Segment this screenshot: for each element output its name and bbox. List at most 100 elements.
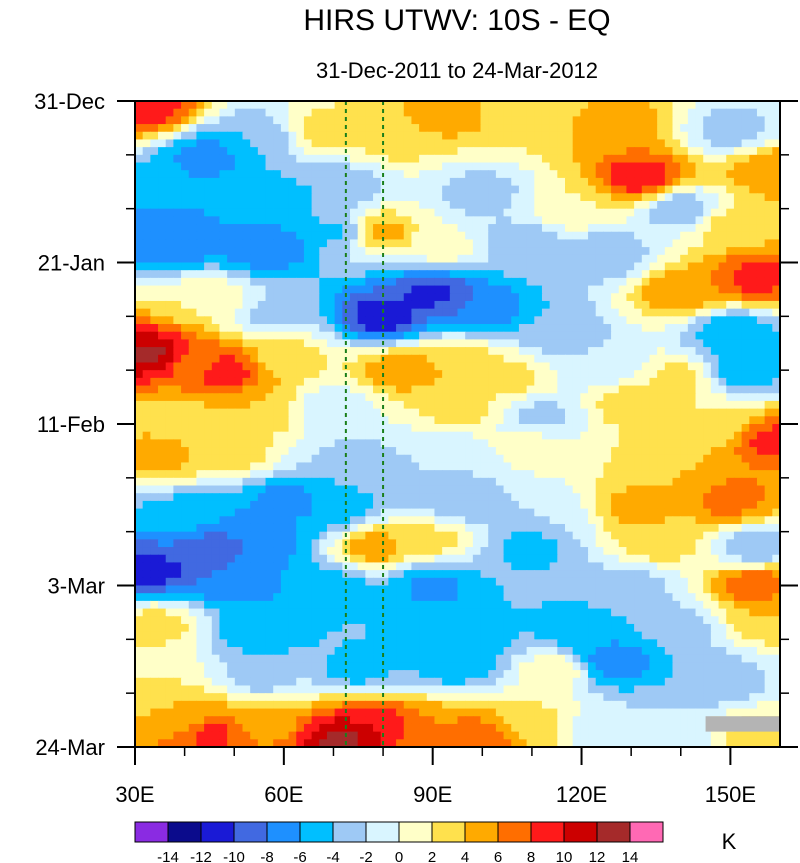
heatmap-cell <box>242 324 251 333</box>
heatmap-cell <box>173 462 182 471</box>
heatmap-cell <box>188 131 198 141</box>
heatmap-cell <box>749 539 758 548</box>
heatmap-cell <box>196 370 205 379</box>
heatmap-cell <box>588 316 597 325</box>
heatmap-cell <box>135 216 144 225</box>
heatmap-cell <box>495 177 505 187</box>
heatmap-cell <box>572 354 581 364</box>
heatmap-cell <box>142 185 151 194</box>
heatmap-cell <box>373 424 382 433</box>
heatmap-cell <box>296 324 305 333</box>
heatmap-cell <box>588 485 597 494</box>
heatmap-cell <box>442 131 451 141</box>
heatmap-cell <box>595 539 604 548</box>
heatmap-cell <box>511 254 520 264</box>
heatmap-cell <box>703 162 712 171</box>
heatmap-cell <box>173 262 182 271</box>
heatmap-cell <box>756 200 766 210</box>
heatmap-cell <box>611 454 620 464</box>
heatmap-cell <box>227 124 236 133</box>
heatmap-cell <box>557 493 566 502</box>
heatmap-cell <box>634 124 643 133</box>
heatmap-cell <box>242 485 251 494</box>
heatmap-cell <box>419 239 428 248</box>
heatmap-cell <box>188 339 198 348</box>
heatmap-cell <box>703 347 712 356</box>
heatmap-cell <box>204 216 213 225</box>
heatmap-cell <box>234 324 244 333</box>
heatmap-cell <box>158 131 167 141</box>
heatmap-cell <box>503 285 512 294</box>
heatmap-cell <box>626 462 635 471</box>
heatmap-cell <box>672 416 681 425</box>
heatmap-cell <box>142 462 151 471</box>
heatmap-cell <box>150 408 159 417</box>
heatmap-cell <box>158 439 167 448</box>
heatmap-cell <box>534 493 543 502</box>
heatmap-cell <box>296 424 305 433</box>
heatmap-cell <box>280 147 290 156</box>
heatmap-cell <box>311 424 320 433</box>
heatmap-cell <box>672 147 681 156</box>
heatmap-cell <box>749 193 758 202</box>
heatmap-cell <box>495 262 505 271</box>
heatmap-cell <box>196 147 205 156</box>
heatmap-cell <box>426 439 436 448</box>
heatmap-cell <box>350 185 359 194</box>
heatmap-cell <box>595 377 604 387</box>
heatmap-cell <box>396 424 405 433</box>
heatmap-cell <box>472 547 482 556</box>
heatmap-cell <box>396 370 405 379</box>
heatmap-cell <box>419 270 428 279</box>
heatmap-cell <box>165 393 174 402</box>
heatmap-cell <box>611 523 620 533</box>
heatmap-cell <box>687 216 697 225</box>
heatmap-cell <box>664 393 674 402</box>
heatmap-cell <box>449 500 459 510</box>
heatmap-cell <box>457 177 466 187</box>
heatmap-cell <box>434 108 443 117</box>
heatmap-cell <box>303 454 313 464</box>
heatmap-cell <box>319 293 328 302</box>
heatmap-cell <box>557 331 566 340</box>
heatmap-cell <box>588 200 597 210</box>
heatmap-cell <box>603 216 612 225</box>
heatmap-cell <box>227 270 236 279</box>
heatmap-cell <box>664 262 674 271</box>
heatmap-cell <box>503 523 512 533</box>
heatmap-cell <box>472 224 482 233</box>
heatmap-cell <box>495 139 505 148</box>
heatmap-cell <box>350 370 359 379</box>
heatmap-cell <box>357 147 366 156</box>
heatmap-cell <box>772 485 780 494</box>
heatmap-cell <box>135 193 144 202</box>
heatmap-cell <box>511 354 520 364</box>
heatmap-cell <box>764 131 773 141</box>
heatmap-cell <box>419 208 428 217</box>
heatmap-cell <box>150 462 159 471</box>
heatmap-cell <box>227 554 236 564</box>
heatmap-cell <box>549 393 558 402</box>
heatmap-cell <box>710 339 720 348</box>
heatmap-cell <box>426 385 436 394</box>
heatmap-cell <box>173 339 182 348</box>
heatmap-cell <box>457 216 466 225</box>
heatmap-cell <box>449 439 459 448</box>
heatmap-cell <box>265 324 274 333</box>
heatmap-cell <box>350 493 359 502</box>
heatmap-cell <box>664 385 674 394</box>
heatmap-cell <box>680 200 689 210</box>
heatmap-cell <box>503 416 512 425</box>
heatmap-cell <box>411 393 420 402</box>
heatmap-cell <box>396 101 405 110</box>
heatmap-cell <box>150 285 159 294</box>
heatmap-cell <box>219 270 228 279</box>
heatmap-cell <box>227 508 236 517</box>
heatmap-cell <box>741 547 750 556</box>
heatmap-cell <box>488 131 497 141</box>
heatmap-cell <box>319 493 328 502</box>
heatmap-cell <box>518 454 528 464</box>
heatmap-cell <box>388 293 397 302</box>
heatmap-cell <box>150 131 159 141</box>
heatmap-cell <box>518 447 528 456</box>
